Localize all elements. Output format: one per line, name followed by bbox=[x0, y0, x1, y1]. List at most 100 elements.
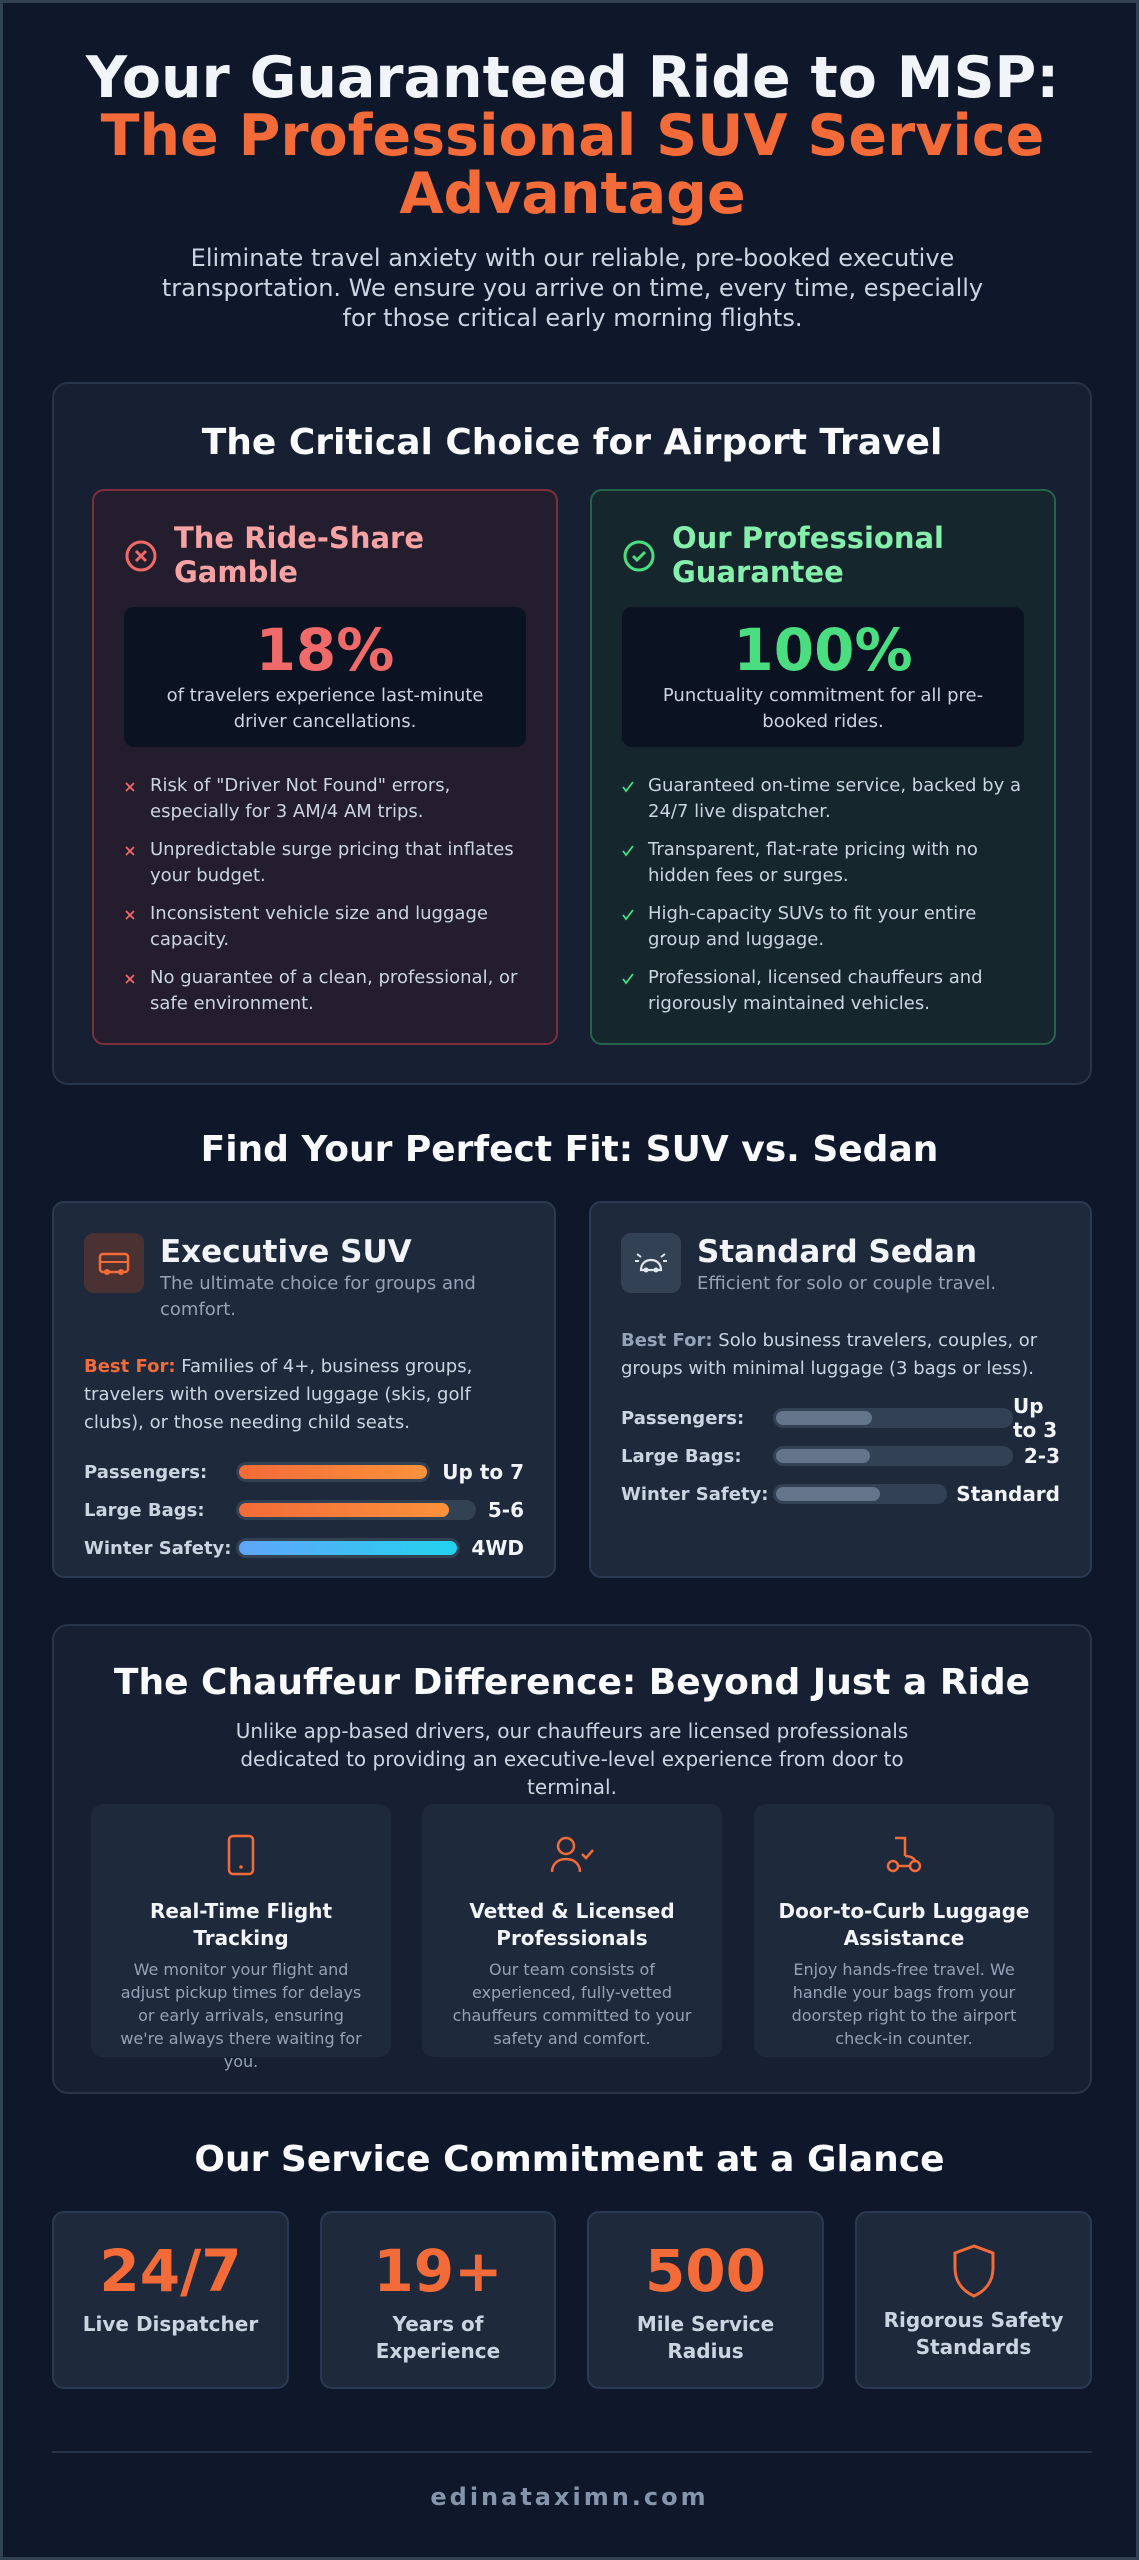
cross-mark bbox=[125, 846, 135, 856]
stat-value: 24/7 bbox=[99, 2237, 242, 2305]
feature-title: Real-Time Flight Tracking bbox=[149, 1899, 333, 1950]
list-item: Risk of "Driver Not Found" errors, espec… bbox=[124, 773, 526, 825]
stat-caption: of travelers experience last-minute driv… bbox=[166, 685, 484, 732]
benefit-list: Guaranteed on-time service, backed by a … bbox=[622, 773, 1024, 1017]
vehicle-name: Executive SUV bbox=[160, 1234, 412, 1270]
check-mark bbox=[622, 973, 634, 985]
stat-label: Years of Experience bbox=[375, 2312, 501, 2363]
list-item: Professional, licensed chauffeurs and ri… bbox=[622, 965, 1024, 1017]
spec-value: Standard bbox=[956, 1482, 1060, 1506]
spec-value: Up to 3 bbox=[1013, 1394, 1058, 1442]
stat-value: 19+ bbox=[373, 2237, 503, 2305]
risk-list: Risk of "Driver Not Found" errors, espec… bbox=[124, 773, 526, 1017]
section-title: The Critical Choice for Airport Travel bbox=[201, 422, 943, 463]
meter-track bbox=[236, 1462, 430, 1482]
list-text: Guaranteed on-time service, backed by a … bbox=[648, 775, 1021, 822]
user-check-icon bbox=[550, 1836, 594, 1873]
feature-box: Real-Time Flight Tracking We monitor you… bbox=[91, 1804, 391, 2071]
feature-title: Door-to-Curb Luggage Assistance bbox=[778, 1899, 1030, 1950]
stat-value: 500 bbox=[644, 2237, 767, 2305]
stat-box: 18% of travelers experience last-minute … bbox=[124, 607, 526, 747]
meter-track bbox=[236, 1500, 476, 1520]
list-text: Professional, licensed chauffeurs and ri… bbox=[648, 967, 983, 1014]
meter-fill bbox=[239, 1541, 457, 1555]
meter-track bbox=[773, 1484, 947, 1504]
comparison-card: The Critical Choice for Airport Travel T… bbox=[52, 382, 1092, 1085]
section-title: Our Service Commitment at a Glance bbox=[194, 2139, 945, 2180]
check-mark bbox=[622, 845, 634, 857]
list-item: High-capacity SUVs to fit your entire gr… bbox=[622, 901, 1024, 953]
spec-label: Large Bags: bbox=[621, 1445, 742, 1467]
list-text: Unpredictable surge pricing that inflate… bbox=[150, 839, 514, 886]
check-mark bbox=[622, 781, 634, 793]
list-item: Transparent, flat-rate pricing with no h… bbox=[622, 837, 1024, 889]
header: Your Guaranteed Ride to MSP: The Profess… bbox=[63, 49, 1082, 333]
shield-icon bbox=[953, 2244, 994, 2298]
feature-box: Vetted & Licensed Professionals Our team… bbox=[422, 1804, 722, 2057]
footer-site: edinataximn.com bbox=[430, 2483, 709, 2511]
meter-fill bbox=[239, 1503, 449, 1517]
check-mark bbox=[622, 909, 634, 921]
list-text: High-capacity SUVs to fit your entire gr… bbox=[648, 903, 977, 950]
chauffeur-card: The Chauffeur Difference: Beyond Just a … bbox=[52, 1624, 1092, 2094]
stat-caption: Punctuality commitment for all pre-booke… bbox=[662, 685, 984, 732]
feature-title: Vetted & Licensed Professionals bbox=[469, 1899, 675, 1950]
stat-card: 24/7 Live Dispatcher bbox=[52, 2211, 289, 2389]
stat-card: 500 Mile Service Radius bbox=[587, 2211, 824, 2389]
vehicle-tagline: The ultimate choice for groups and comfo… bbox=[160, 1273, 476, 1320]
best-for-label: Best For: bbox=[621, 1330, 713, 1351]
best-for: Best For: Solo business travelers, coupl… bbox=[621, 1327, 1060, 1383]
divider bbox=[52, 2451, 1092, 2453]
spec-row: Large Bags: 5-6 bbox=[84, 1498, 524, 1522]
vehicle-icon bbox=[621, 1233, 681, 1293]
spec-row: Passengers: Up to 3 bbox=[621, 1394, 1060, 1442]
suv-card: Executive SUV The ultimate choice for gr… bbox=[52, 1201, 556, 1578]
best-for: Best For: Families of 4+, business group… bbox=[84, 1353, 524, 1437]
panel-title-text: Our Professional Guarantee bbox=[672, 521, 945, 589]
spec-label: Passengers: bbox=[621, 1407, 745, 1429]
section-title: Find Your Perfect Fit: SUV vs. Sedan bbox=[200, 1129, 939, 1170]
stat-box: 100% Punctuality commitment for all pre-… bbox=[622, 607, 1024, 747]
vehicle-icon bbox=[84, 1233, 144, 1293]
list-text: Inconsistent vehicle size and luggage ca… bbox=[150, 903, 488, 950]
spec-row: Winter Safety: Standard bbox=[621, 1482, 1060, 1506]
spec-label: Winter Safety: bbox=[84, 1537, 232, 1559]
vehicle-name: Standard Sedan bbox=[697, 1234, 978, 1270]
stat-card: Rigorous Safety Standards bbox=[855, 2211, 1092, 2389]
panel-title: The Ride-Share Gamble bbox=[124, 521, 526, 589]
spec-row: Winter Safety: 4WD bbox=[84, 1536, 524, 1560]
subtitle: Eliminate travel anxiety with our reliab… bbox=[161, 244, 984, 332]
spec-value: 2-3 bbox=[1023, 1444, 1060, 1468]
cross-mark bbox=[125, 782, 135, 792]
luggage-icon bbox=[886, 1836, 922, 1873]
list-item: Unpredictable surge pricing that inflate… bbox=[124, 837, 526, 889]
meter-track bbox=[236, 1538, 460, 1558]
stat-label: Live Dispatcher bbox=[82, 2312, 259, 2336]
meter-track bbox=[773, 1446, 1013, 1466]
spec-label: Winter Safety: bbox=[621, 1483, 769, 1505]
stat-value: 18% bbox=[255, 616, 395, 684]
title-line-1: Your Guaranteed Ride to MSP: bbox=[85, 45, 1060, 111]
title-line-2: The Professional SUV Service Advantage bbox=[100, 103, 1045, 227]
list-item: No guarantee of a clean, professional, o… bbox=[124, 965, 526, 1017]
list-text: Transparent, flat-rate pricing with no h… bbox=[648, 839, 978, 886]
list-item: Inconsistent vehicle size and luggage ca… bbox=[124, 901, 526, 953]
spec-value: Up to 7 bbox=[442, 1460, 524, 1484]
meter-fill bbox=[776, 1449, 870, 1463]
list-text: Risk of "Driver Not Found" errors, espec… bbox=[150, 775, 451, 822]
feature-text: We monitor your flight and adjust pickup… bbox=[120, 1960, 362, 2071]
cross-mark bbox=[125, 974, 135, 984]
x-icon bbox=[125, 540, 157, 572]
spec-value: 4WD bbox=[471, 1536, 524, 1560]
vehicle-tagline: Efficient for solo or couple travel. bbox=[697, 1273, 997, 1294]
section-subtitle: Unlike app-based drivers, our chauffeurs… bbox=[235, 1719, 909, 1799]
feature-text: Our team consists of experienced, fully-… bbox=[452, 1960, 692, 2048]
best-for-label: Best For: bbox=[84, 1356, 176, 1377]
list-text: No guarantee of a clean, professional, o… bbox=[150, 967, 518, 1014]
rideshare-panel: The Ride-Share Gamble 18% of travelers e… bbox=[92, 489, 558, 1045]
check-icon bbox=[623, 540, 655, 572]
stat-card: 19+ Years of Experience bbox=[320, 2211, 556, 2389]
phone-icon bbox=[227, 1834, 255, 1876]
sedan-card: Standard Sedan Efficient for solo or cou… bbox=[589, 1201, 1092, 1578]
